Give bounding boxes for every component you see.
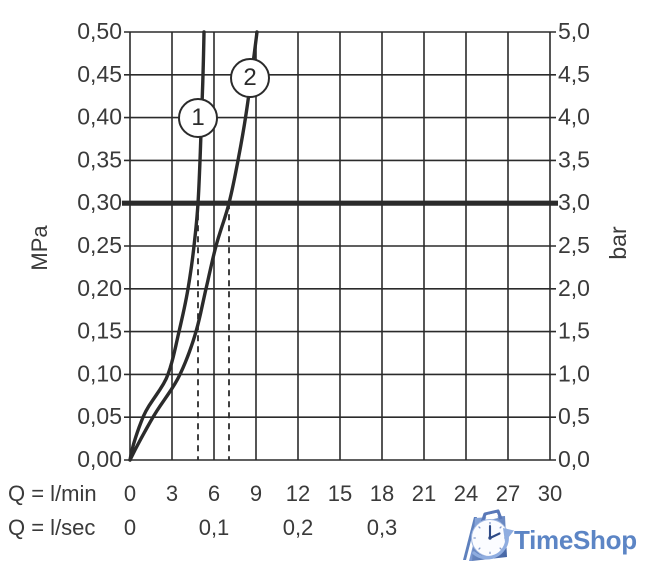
svg-text:2,0: 2,0 bbox=[558, 275, 590, 301]
svg-text:0,30: 0,30 bbox=[77, 189, 122, 215]
svg-text:1,5: 1,5 bbox=[558, 318, 590, 344]
svg-text:0,40: 0,40 bbox=[77, 104, 122, 130]
svg-text:0,3: 0,3 bbox=[367, 515, 398, 540]
svg-text:30: 30 bbox=[538, 481, 562, 506]
svg-text:Q = l/min: Q = l/min bbox=[8, 481, 97, 506]
svg-text:4,0: 4,0 bbox=[558, 104, 590, 130]
svg-text:0,35: 0,35 bbox=[77, 146, 122, 172]
svg-text:0,5: 0,5 bbox=[558, 403, 590, 429]
svg-text:3,0: 3,0 bbox=[558, 189, 590, 215]
svg-text:0,00: 0,00 bbox=[77, 446, 122, 472]
svg-text:5,0: 5,0 bbox=[558, 18, 590, 44]
svg-text:27: 27 bbox=[496, 481, 520, 506]
svg-text:0,2: 0,2 bbox=[283, 515, 314, 540]
svg-text:0: 0 bbox=[124, 481, 136, 506]
svg-text:0,20: 0,20 bbox=[77, 275, 122, 301]
svg-text:24: 24 bbox=[454, 481, 478, 506]
svg-text:15: 15 bbox=[328, 481, 352, 506]
svg-text:3,5: 3,5 bbox=[558, 146, 590, 172]
svg-text:0,10: 0,10 bbox=[77, 360, 122, 386]
svg-text:0,1: 0,1 bbox=[199, 515, 230, 540]
svg-text:12: 12 bbox=[286, 481, 310, 506]
svg-text:1: 1 bbox=[191, 104, 204, 131]
svg-text:2,5: 2,5 bbox=[558, 232, 590, 258]
svg-text:3: 3 bbox=[166, 481, 178, 506]
svg-text:0,0: 0,0 bbox=[558, 446, 590, 472]
svg-text:0,15: 0,15 bbox=[77, 318, 122, 344]
svg-text:0,45: 0,45 bbox=[77, 61, 122, 87]
svg-text:1,0: 1,0 bbox=[558, 360, 590, 386]
svg-text:Q = l/sec: Q = l/sec bbox=[8, 515, 95, 540]
svg-text:0: 0 bbox=[124, 515, 136, 540]
svg-text:18: 18 bbox=[370, 481, 394, 506]
svg-text:6: 6 bbox=[208, 481, 220, 506]
svg-text:MPa: MPa bbox=[27, 225, 52, 271]
svg-text:2: 2 bbox=[243, 64, 256, 91]
svg-text:9: 9 bbox=[250, 481, 262, 506]
svg-text:TimeShop: TimeShop bbox=[514, 525, 637, 555]
svg-text:0,05: 0,05 bbox=[77, 403, 122, 429]
svg-text:0,50: 0,50 bbox=[77, 18, 122, 44]
svg-text:21: 21 bbox=[412, 481, 436, 506]
svg-text:bar: bar bbox=[605, 226, 631, 260]
svg-text:4,5: 4,5 bbox=[558, 61, 590, 87]
svg-text:0,25: 0,25 bbox=[77, 232, 122, 258]
